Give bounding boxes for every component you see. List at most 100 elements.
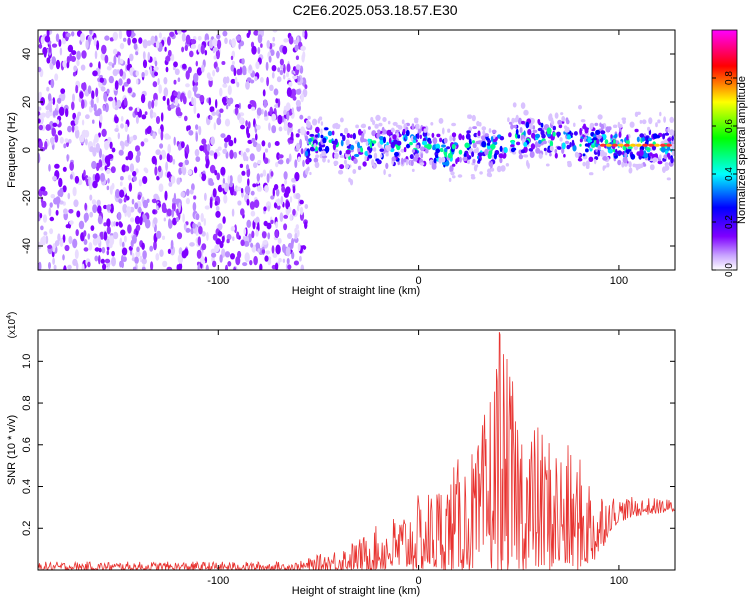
spectrogram-cell [123,97,128,107]
spectrogram-cell [74,175,80,184]
spectrogram-cell [219,87,223,97]
spectrogram-cell [472,140,475,144]
spectrogram-cell [184,44,188,52]
spectrogram-cell [263,206,267,212]
spectrogram-cell [334,152,339,160]
x-tick-label: 100 [610,575,628,587]
spectrogram-cell [185,83,190,88]
spectrogram-cell [233,151,238,159]
spectrogram-cell [126,78,131,85]
spectrogram-cell [189,50,194,58]
spectrogram-cell [282,64,286,74]
spectrogram-cell [119,189,125,198]
spectrogram-cell [339,150,342,156]
spectrogram-cell [423,128,427,133]
spectrogram-cell [223,137,230,143]
spectrogram-cell [276,152,280,161]
spectrogram-cell [411,168,415,172]
spectrogram-cell [282,258,286,263]
spectrogram-cell [290,240,294,249]
spectrogram-cell [588,156,594,162]
spectrogram-cell [185,227,191,233]
spectrogram-cell [216,172,220,181]
spectrogram-cell [385,152,389,157]
spectrogram-cell [65,108,69,118]
spectrogram-cell [318,116,323,121]
spectrogram-cell [159,143,164,149]
spectrogram-cell [191,96,194,106]
spectrogram-cell [262,240,268,245]
spectrogram-cell [596,134,602,140]
spectrogram-cell [448,177,452,182]
spectrogram-cell [417,128,422,134]
spectrogram-cell [259,186,262,192]
spectrogram-cell [662,166,666,173]
spectrogram-cell [587,139,593,143]
spectrogram-cell [210,136,216,146]
spectrogram-cell [520,149,526,154]
spectrogram-cell [94,172,100,183]
y-tick-label: 20 [21,96,33,108]
spectrogram-cell [181,32,186,42]
spectrogram-cell [104,102,109,113]
spectrogram-cell [95,162,100,172]
spectrogram-cell [46,86,50,92]
spectrogram-cell [136,150,141,157]
spectrogram-cell [503,147,508,154]
spectrogram-cell [257,222,260,231]
spectrogram-cell [52,257,55,265]
spectrogram-cell [170,104,176,109]
spectrogram-cell [199,94,205,103]
spectrogram-cell [167,143,171,154]
spectrogram-cell [89,211,94,218]
spectrogram-cell [280,195,284,205]
spectrogram-cell [68,235,73,245]
spectrogram-cell [81,99,85,109]
spectrogram-cell [603,165,607,169]
spectrogram-cell [471,151,475,158]
spectrogram-cell [639,133,645,138]
spectrogram-cell [512,102,517,108]
spectrogram-cell [271,125,277,134]
spectrogram-cell [71,31,75,37]
spectrogram-cell [545,151,548,156]
spectrogram-cell [277,67,281,73]
spectrogram-cell [592,137,598,141]
spectrogram-cell [118,149,124,156]
spectrogram-cell [628,161,632,168]
spectrogram-cell [388,173,392,178]
spectrogram-cell [639,149,644,157]
spectrogram-cell [558,124,563,129]
spectrogram-cell [186,188,190,197]
figure-title: C2E6.2025.053.18.57.E30 [292,2,457,18]
spectrogram-cell [48,207,52,217]
spectrogram-cell [409,141,413,146]
spectrogram-cell [360,147,364,153]
spectrogram-cell [481,126,487,131]
spectrogram-cell [477,130,481,137]
spectrogram-cell [251,106,256,111]
spectrogram-cell [467,159,470,165]
spectrogram-cell [222,148,228,154]
spectrogram-cell [84,202,88,211]
spectrogram-cell [438,157,442,164]
spectrogram-cell [275,98,279,104]
spectrogram-cell [200,259,206,265]
spectrogram-cell [505,163,510,167]
spectrogram-cell [111,147,116,153]
spectrogram-cell [390,127,395,133]
spectrogram-cell [169,31,175,37]
spectrogram-cell [150,261,154,270]
spectrogram-cell [211,252,217,258]
colorbar-gradient [712,30,737,270]
spectrogram-cell [163,77,168,85]
spectrogram-cell [273,88,279,96]
spectrogram-cell [104,35,110,41]
spectrogram-cell [222,216,226,224]
spectrogram-cell [135,154,141,163]
spectrogram-cell [667,126,671,133]
spectrogram-cell [95,142,101,153]
spectrogram-cell [67,125,72,133]
spectrogram-cell [435,143,441,150]
y-tick-label: 40 [21,48,33,60]
